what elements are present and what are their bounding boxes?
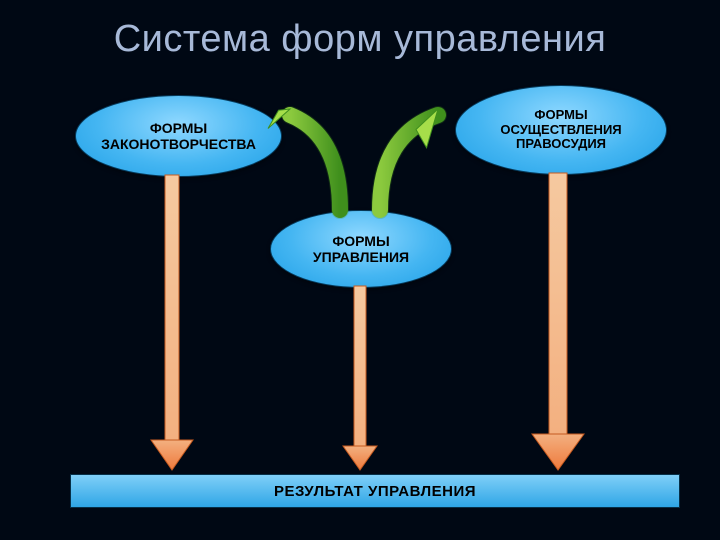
result-bar: РЕЗУЛЬТАТ УПРАВЛЕНИЯ <box>70 474 680 508</box>
node-label: ФОРМЫ УПРАВЛЕНИЯ <box>303 229 419 269</box>
result-label: РЕЗУЛЬТАТ УПРАВЛЕНИЯ <box>274 483 476 500</box>
page-title: Система форм управления <box>0 18 720 61</box>
node-forms-justice: ФОРМЫ ОСУЩЕСТВЛЕНИЯ ПРАВОСУДИЯ <box>455 85 667 175</box>
node-label: ФОРМЫ ЗАКОНОТВОРЧЕСТВА <box>91 116 266 156</box>
diagram-stage: Система форм управления ФОРМЫ ЗАКОНОТВОР… <box>0 0 720 540</box>
node-forms-management: ФОРМЫ УПРАВЛЕНИЯ <box>270 210 452 288</box>
node-forms-lawmaking: ФОРМЫ ЗАКОНОТВОРЧЕСТВА <box>75 95 282 177</box>
node-label: ФОРМЫ ОСУЩЕСТВЛЕНИЯ ПРАВОСУДИЯ <box>490 104 631 157</box>
